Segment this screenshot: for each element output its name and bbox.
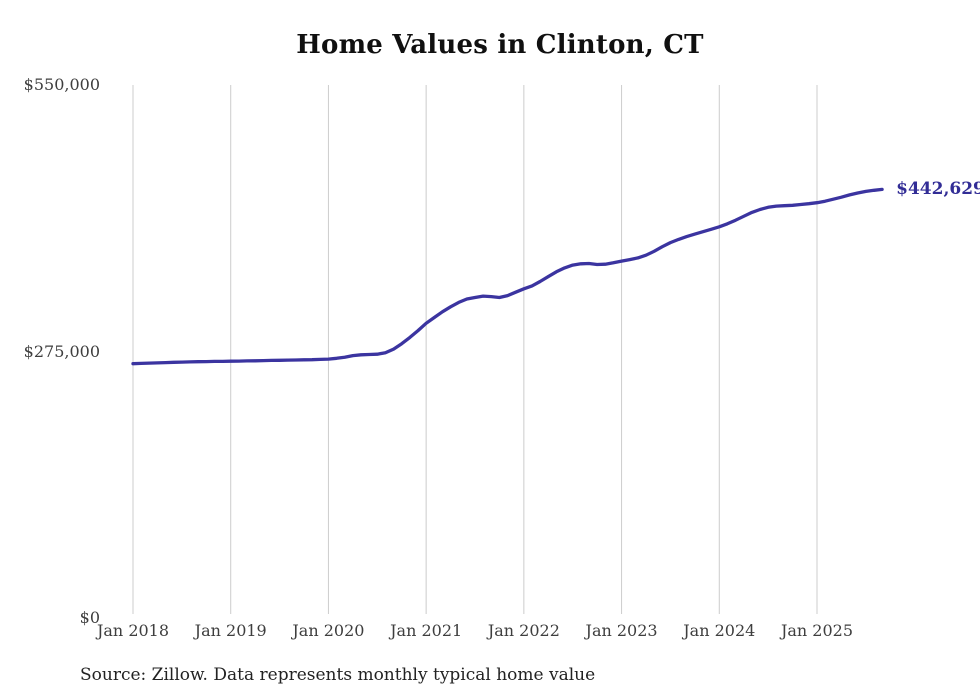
x-tick-label-jan-2022: Jan 2022 [487, 621, 560, 640]
y-tick-label-550000: $550,000 [23, 75, 100, 94]
home-value-line [131, 187, 884, 366]
x-tick-label-jan-2018: Jan 2018 [96, 621, 170, 640]
x-tick-label-jan-2024: Jan 2024 [683, 621, 756, 640]
x-tick-label-jan-2021: Jan 2021 [390, 621, 463, 640]
x-tick-label-jan-2020: Jan 2020 [292, 621, 365, 640]
source-note: Source: Zillow. Data represents monthly … [80, 665, 596, 685]
x-tick-label-jan-2019: Jan 2019 [194, 621, 267, 640]
x-tick-label-jan-2025: Jan 2025 [780, 621, 854, 640]
x-tick-label-jan-2023: Jan 2023 [585, 621, 658, 640]
y-tick-label-275000: $275,000 [23, 342, 100, 361]
y-tick-label-0: $0 [79, 608, 100, 627]
latest-value-label: $442,629 [896, 179, 980, 200]
vertical-gridlines [132, 85, 818, 614]
chart-title: Home Values in Clinton, CT [296, 30, 704, 60]
